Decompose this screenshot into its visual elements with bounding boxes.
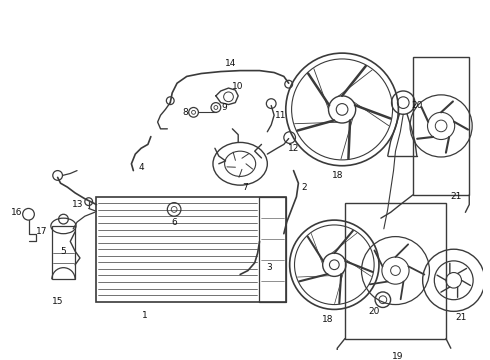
Text: 19: 19 <box>392 351 403 360</box>
Bar <box>345 203 446 338</box>
Bar <box>52 226 75 279</box>
Bar <box>413 57 469 195</box>
Text: 8: 8 <box>182 108 188 117</box>
Text: 20: 20 <box>368 307 380 316</box>
Text: 4: 4 <box>138 163 144 172</box>
Text: 11: 11 <box>275 111 287 120</box>
Text: 9: 9 <box>222 103 227 112</box>
Bar <box>259 197 286 302</box>
Text: 21: 21 <box>456 313 467 322</box>
Text: 15: 15 <box>52 297 63 306</box>
Bar <box>97 197 286 302</box>
Text: 18: 18 <box>331 171 343 180</box>
Text: 16: 16 <box>11 208 23 217</box>
Text: 5: 5 <box>61 247 66 256</box>
Text: 7: 7 <box>242 183 248 192</box>
Text: 13: 13 <box>72 200 84 209</box>
Text: 12: 12 <box>288 144 299 153</box>
Text: 21: 21 <box>450 192 462 201</box>
Text: 17: 17 <box>36 227 48 236</box>
Text: 10: 10 <box>231 82 243 91</box>
Text: 6: 6 <box>172 217 177 226</box>
Text: 3: 3 <box>267 263 272 272</box>
Text: 20: 20 <box>411 101 422 110</box>
Text: 2: 2 <box>301 183 307 192</box>
Text: 1: 1 <box>142 311 148 320</box>
Text: 14: 14 <box>225 59 236 68</box>
Text: 18: 18 <box>322 315 333 324</box>
